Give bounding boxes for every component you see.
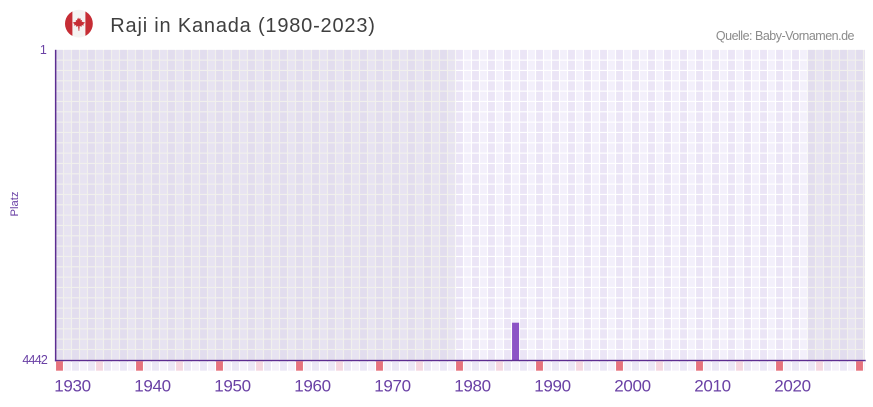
svg-text:1960: 1960	[294, 376, 330, 395]
svg-text:1970: 1970	[374, 376, 410, 395]
svg-text:4442: 4442	[22, 353, 47, 367]
svg-text:1980: 1980	[454, 376, 490, 395]
svg-text:1: 1	[40, 43, 47, 57]
svg-text:2020: 2020	[774, 376, 810, 395]
svg-text:2000: 2000	[614, 376, 650, 395]
svg-text:Raji in Kanada (1980-2023): Raji in Kanada (1980-2023)	[110, 15, 375, 37]
svg-text:Quelle: Baby-Vornamen.de: Quelle: Baby-Vornamen.de	[716, 29, 855, 43]
svg-text:1990: 1990	[534, 376, 570, 395]
svg-text:2010: 2010	[694, 376, 730, 395]
svg-text:Platz: Platz	[9, 191, 21, 216]
svg-text:1940: 1940	[134, 376, 170, 395]
svg-text:1930: 1930	[54, 376, 90, 395]
svg-text:1950: 1950	[214, 376, 250, 395]
